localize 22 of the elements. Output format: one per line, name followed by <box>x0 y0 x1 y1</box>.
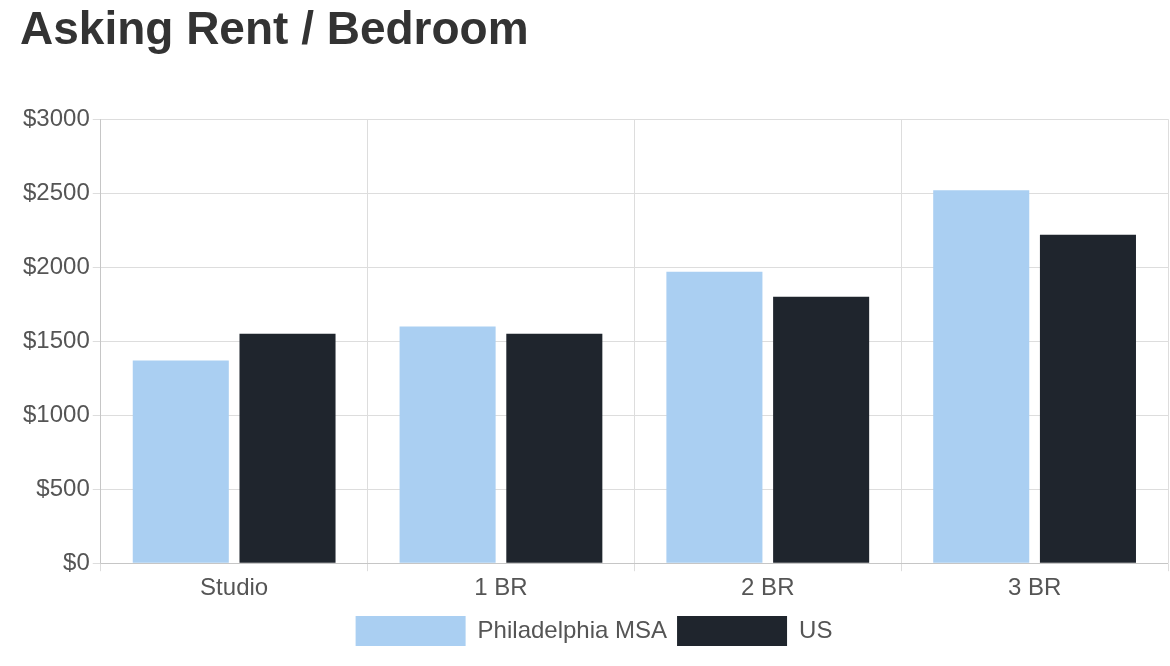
bar <box>506 333 603 563</box>
y-tick-label: $0 <box>63 547 90 575</box>
legend-label: Philadelphia MSA <box>477 615 668 643</box>
y-tick-label: $2500 <box>22 177 90 205</box>
x-tick-label: 2 BR <box>741 573 795 601</box>
y-tick-label: $1000 <box>22 399 90 427</box>
bar <box>239 333 336 563</box>
x-tick-label: Studio <box>200 573 269 601</box>
y-tick-label: $3000 <box>22 103 90 131</box>
bar <box>1039 234 1136 563</box>
bar <box>773 296 870 563</box>
y-tick-label: $1500 <box>22 325 90 353</box>
bar <box>132 360 229 563</box>
legend-label: US <box>799 615 833 643</box>
x-tick-label: 1 BR <box>474 573 528 601</box>
bar <box>666 271 763 563</box>
chart-title: Asking Rent / Bedroom <box>20 2 529 55</box>
bar <box>933 190 1030 563</box>
bar <box>399 326 496 563</box>
x-tick-label: 3 BR <box>1007 573 1062 601</box>
y-tick-label: $2000 <box>22 251 90 279</box>
y-tick-label: $500 <box>36 473 90 501</box>
